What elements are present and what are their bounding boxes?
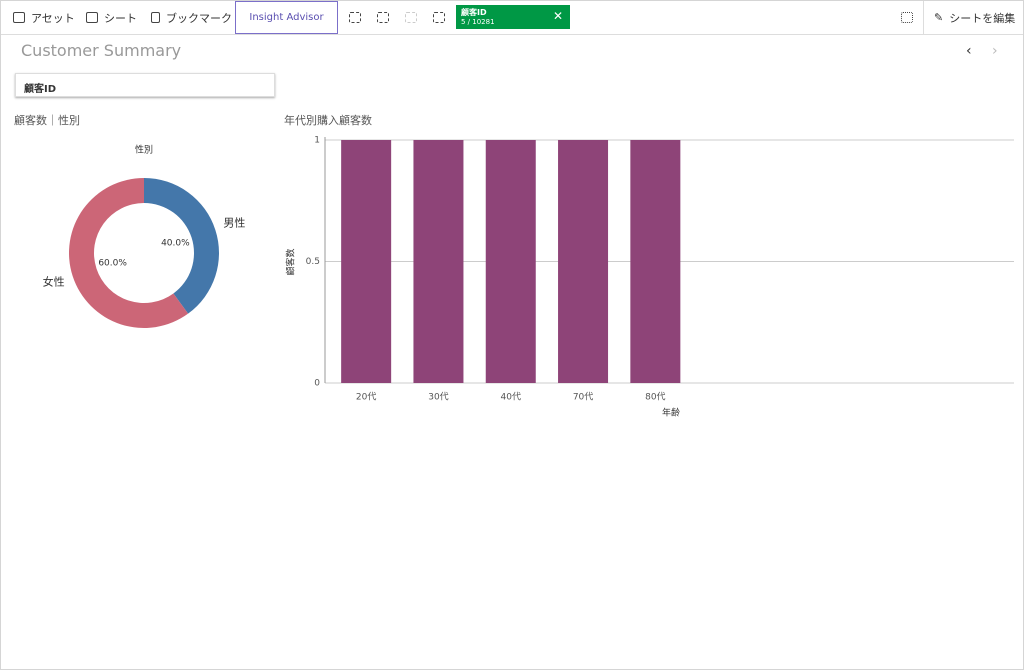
tool[interactable] [377, 12, 389, 23]
value-label: 40.0% [161, 238, 190, 248]
label: シートを編集 [949, 11, 1016, 25]
icon [901, 12, 913, 23]
pencil: ✎ [934, 11, 944, 24]
bar [558, 140, 609, 383]
bar [413, 140, 464, 383]
selection-chip[interactable]: 顧客ID 5 / 10281 ✕ [456, 5, 570, 29]
grid-button[interactable] [901, 1, 913, 34]
insight-button[interactable]: Insight Advisor [235, 1, 338, 34]
x-tick-label: 70代 [573, 392, 593, 403]
tool[interactable] [349, 12, 361, 23]
selection-tools [349, 1, 445, 34]
label: アセット [31, 11, 75, 25]
x-tick-label: 40代 [501, 392, 521, 403]
chart-title: 年代別購入顧客数 [284, 113, 372, 127]
sheets-button[interactable]: シート [86, 1, 137, 34]
pie-slice [144, 178, 219, 314]
category-label: 女性 [43, 274, 65, 288]
y-tick-label: 0 [314, 379, 320, 389]
next-sheet: › [992, 43, 998, 59]
y-axis-title: 顧客数 [285, 248, 297, 275]
bar [630, 140, 681, 383]
icon [13, 12, 25, 23]
bar [341, 140, 392, 383]
x-tick-label: 20代 [356, 392, 376, 403]
icon [86, 12, 98, 23]
toolbar: アセット シート ブックマーク Insight Advisor 顧客ID 5 /… [1, 1, 1023, 35]
label: Insight Advisor [249, 12, 324, 23]
y-tick-label: 1 [314, 136, 320, 146]
category-label: 男性 [223, 216, 245, 230]
chip-field: 顧客ID [461, 8, 487, 17]
pie-slice [68, 178, 189, 328]
chip-count: 5 / 10281 [461, 18, 495, 26]
label: ブックマーク [166, 11, 232, 25]
tool [405, 12, 417, 23]
sheet-title: Customer Summary [21, 41, 182, 60]
prev-sheet[interactable]: ‹ [966, 43, 972, 59]
bar [485, 140, 536, 383]
x-axis-title: 年齢 [662, 407, 680, 419]
chart-subtitle: 性別 [135, 144, 153, 156]
tool[interactable] [433, 12, 445, 23]
x-tick-label: 80代 [645, 392, 665, 403]
y-tick-label: 0.5 [306, 257, 320, 267]
chart-title: 顧客数｜性別 [14, 113, 80, 127]
chip-close[interactable]: ✕ [552, 9, 563, 23]
x-tick-label: 30代 [428, 392, 448, 403]
assets-button[interactable]: アセット [13, 1, 75, 34]
bookmarks-button[interactable]: ブックマーク [151, 1, 232, 34]
filter-pane[interactable]: 顧客ID [15, 73, 275, 97]
label: シート [104, 11, 137, 25]
edit-button[interactable]: ✎ シートを編集 [923, 1, 1015, 34]
value-label: 60.0% [98, 259, 127, 269]
icon [151, 12, 160, 23]
